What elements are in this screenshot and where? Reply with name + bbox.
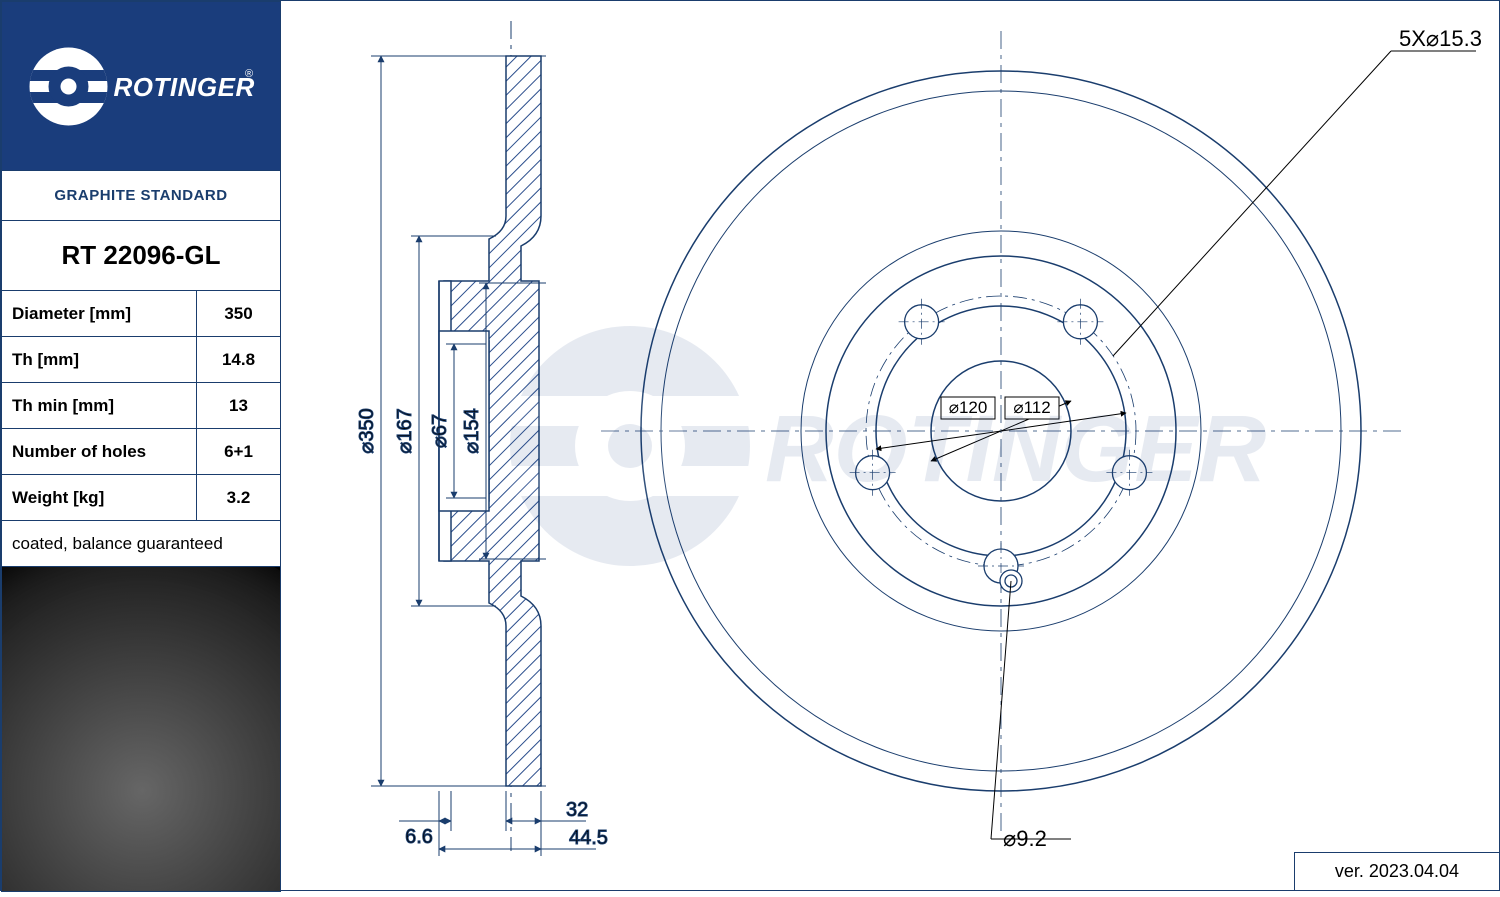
spec-row: Number of holes 6+1 xyxy=(1,429,281,475)
spec-row: Weight [kg] 3.2 xyxy=(1,475,281,521)
svg-text:ROTINGER: ROTINGER xyxy=(114,72,255,102)
dim-32: 32 xyxy=(566,799,588,821)
dim-d350: ⌀350 xyxy=(356,408,378,453)
spec-val: 6+1 xyxy=(197,429,280,474)
pin-callout: ⌀9.2 xyxy=(1003,826,1047,851)
dim-d67: ⌀67 xyxy=(429,414,451,448)
spec-row: Th min [mm] 13 xyxy=(1,383,281,429)
bolt-callout: 5X⌀15.3 xyxy=(1399,26,1482,51)
rotinger-logo-icon: ROTINGER ® xyxy=(26,44,256,129)
spec-val: 350 xyxy=(197,291,280,336)
technical-drawing: ROTINGER xyxy=(281,1,1499,890)
front-view: ⌀120 ⌀112 5X⌀15.3 xyxy=(601,26,1482,851)
spec-val: 3.2 xyxy=(197,475,280,520)
drawing-svg: ⌀350 ⌀167 ⌀67 ⌀154 xyxy=(281,1,1500,892)
spec-row: Th [mm] 14.8 xyxy=(1,337,281,383)
spec-key: Th [mm] xyxy=(2,337,197,382)
brand-logo: ROTINGER ® xyxy=(1,1,281,171)
spec-row: Diameter [mm] 350 xyxy=(1,291,281,337)
spec-panel: ROTINGER ® GRAPHITE STANDARD RT 22096-GL… xyxy=(1,1,281,892)
dim-d112: ⌀112 xyxy=(1013,398,1050,417)
product-photo xyxy=(1,567,281,892)
spec-key: Weight [kg] xyxy=(2,475,197,520)
dim-44-5: 44.5 xyxy=(569,827,608,849)
dim-6-6: 6.6 xyxy=(405,826,433,848)
standard-label: GRAPHITE STANDARD xyxy=(1,171,281,221)
part-number: RT 22096-GL xyxy=(1,221,281,291)
dim-d167: ⌀167 xyxy=(394,408,416,453)
version-label: ver. 2023.04.04 xyxy=(1294,852,1499,890)
spec-key: Number of holes xyxy=(2,429,197,474)
svg-text:®: ® xyxy=(245,68,253,80)
dim-d154: ⌀154 xyxy=(461,408,483,453)
dim-d120: ⌀120 xyxy=(949,398,988,417)
spec-key: Diameter [mm] xyxy=(2,291,197,336)
spec-val: 13 xyxy=(197,383,280,428)
spec-key: Th min [mm] xyxy=(2,383,197,428)
spec-val: 14.8 xyxy=(197,337,280,382)
section-view: ⌀350 ⌀167 ⌀67 ⌀154 xyxy=(356,21,608,856)
spec-note: coated, balance guaranteed xyxy=(1,521,281,567)
